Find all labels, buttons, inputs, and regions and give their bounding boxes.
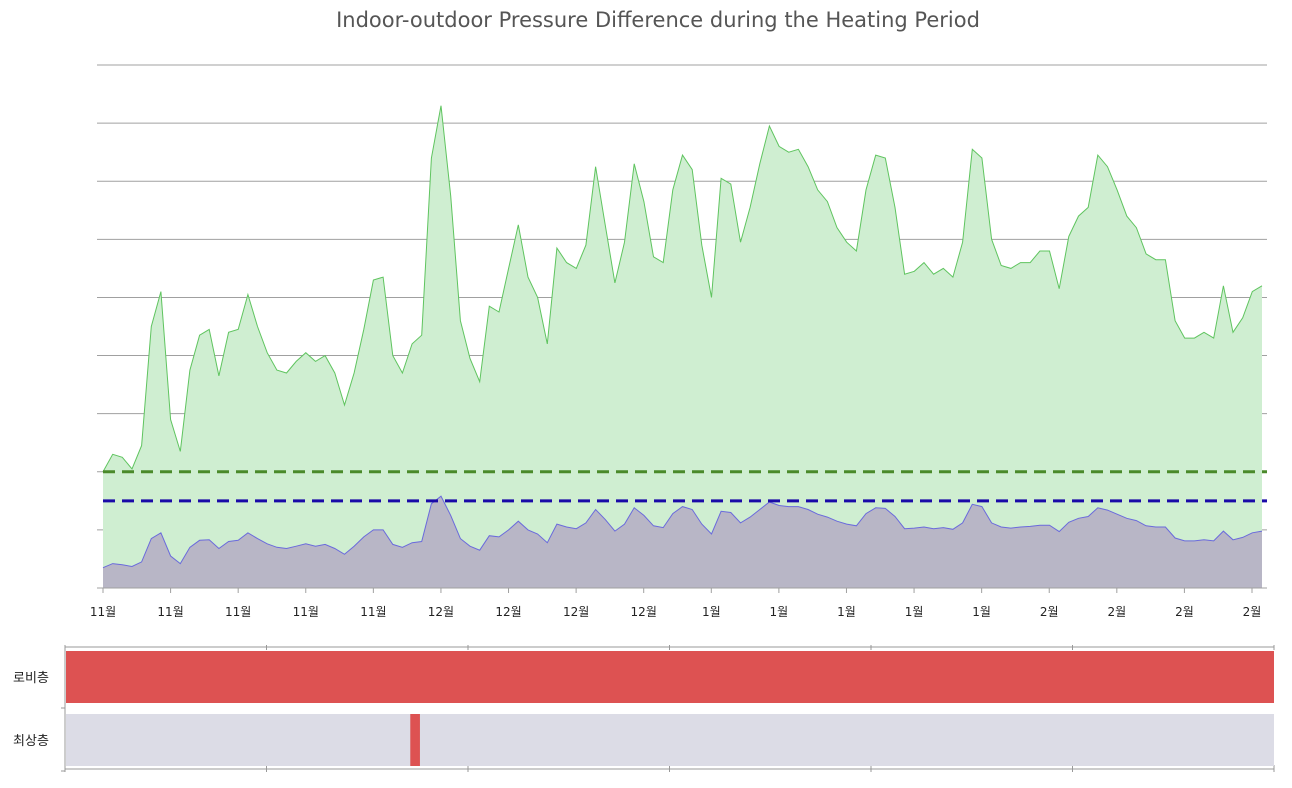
x-tick-label: 1월 [905,605,924,619]
x-tick-label: 1월 [972,605,991,619]
reference-lines [103,470,1267,503]
timeline-lane-label: 로비층 [13,671,49,686]
series-areas [102,105,1263,588]
x-tick-label: 12월 [428,605,454,619]
x-tick-label: 1월 [837,605,856,619]
x-tick-label: 2월 [1243,605,1262,619]
pressure-area-chart: 11월 11월 11월 11월 11월 12월 12월 12월 12월 1월 1월 1월 1월 1월 2월 2… [90,64,1267,619]
timeline-lane-label: 최상층 [13,734,49,749]
timeline-frame [64,645,1275,772]
series-0-line [102,105,1263,473]
x-tick-label: 2월 [1175,605,1194,619]
timeline-lane-bg [66,714,1274,766]
x-axis: 11월 11월 11월 11월 11월 12월 12월 12월 12월 1월 1월 1월 1월 1월 2월 2… [90,587,1267,619]
x-tick-label: 11월 [225,605,251,619]
series-0-area [103,105,1262,588]
x-tick-label: 12월 [631,605,657,619]
x-tick-label: 12월 [495,605,521,619]
x-tick-label: 2월 [1107,605,1126,619]
x-tick-label: 11월 [293,605,319,619]
x-tick-label: 11월 [157,605,183,619]
series-1-area [103,496,1262,588]
x-tick-label: 11월 [90,605,116,619]
x-tick-label: 1월 [702,605,721,619]
x-tick-label: 2월 [1040,605,1059,619]
timeline-active-segment [66,651,1274,703]
series-1-line [102,495,1263,569]
timeline-active-segment [410,714,420,766]
x-tick-label: 12월 [563,605,589,619]
x-tick-label: 11월 [360,605,386,619]
chart-title: Indoor-outdoor Pressure Difference durin… [336,8,980,32]
x-tick-label: 1월 [770,605,789,619]
